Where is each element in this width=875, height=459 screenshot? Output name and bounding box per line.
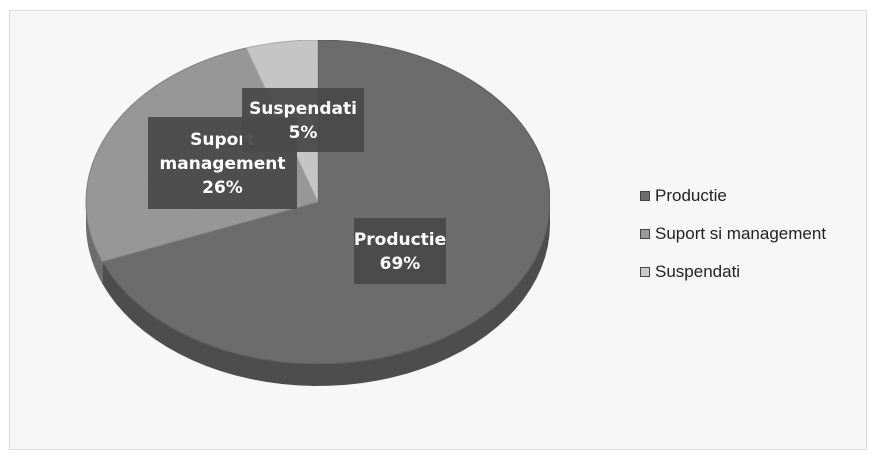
data-label-text-suspendati-0: Suspendati [249, 99, 357, 119]
legend-item-suport-si-management: Suport si management [640, 224, 870, 244]
data-label-suspendati: Suspendati 5% [242, 88, 364, 152]
data-label-text-suspendati-1: 5% [289, 123, 318, 143]
data-label-box-productie [354, 218, 446, 284]
data-label-text-suport-si-management-2: 26% [202, 178, 243, 198]
legend-swatch-suspendati [640, 267, 650, 277]
data-label-text-productie-1: 69% [380, 254, 421, 274]
data-label-text-suport-si-management-0: Suport [190, 130, 255, 150]
legend-item-productie: Productie [640, 186, 870, 206]
chart-legend: Productie Suport si management Suspendat… [640, 186, 870, 300]
legend-label-suport-si-management: Suport si management [655, 224, 827, 243]
legend-label-productie: Productie [655, 186, 727, 205]
legend-item-suspendati: Suspendati [640, 262, 870, 282]
legend-swatch-productie [640, 191, 650, 201]
data-label-productie: Productie 69% [354, 218, 446, 284]
data-label-text-productie-0: Productie [354, 230, 446, 250]
pie-side-suport-si-management [86, 202, 103, 284]
legend-swatch-suport-si-management [640, 229, 650, 239]
data-label-box-suspendati [242, 88, 364, 152]
legend-label-suspendati: Suspendati [655, 262, 741, 281]
data-label-text-suport-si-management-1: management [160, 154, 286, 174]
